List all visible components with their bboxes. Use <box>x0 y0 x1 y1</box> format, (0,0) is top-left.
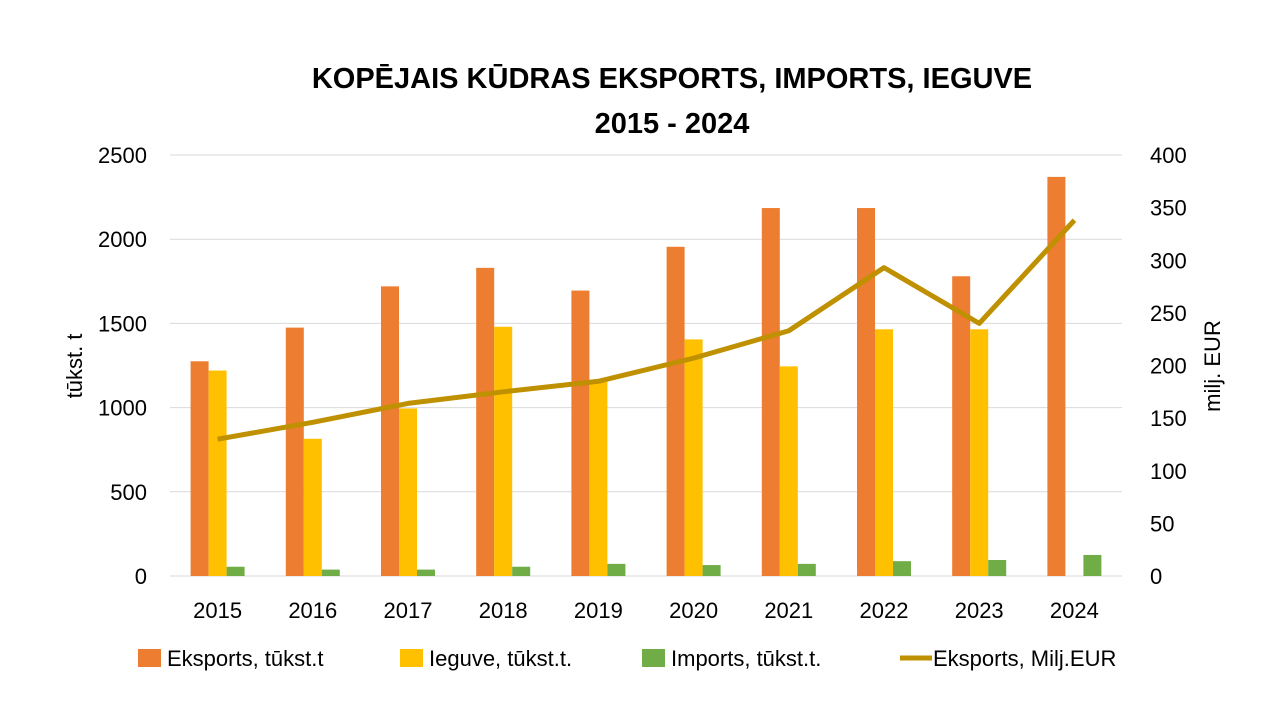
legend-swatch <box>642 649 665 667</box>
x-tick-label: 2020 <box>669 598 718 623</box>
chart-title-line2: 2015 - 2024 <box>595 108 750 140</box>
bar <box>952 276 971 576</box>
bar <box>761 208 780 576</box>
bar <box>797 563 816 576</box>
bar <box>190 361 209 576</box>
x-tick-label: 2022 <box>860 598 909 623</box>
y2-tick-label: 300 <box>1150 248 1187 273</box>
legend-label: Ieguve, tūkst.t. <box>429 646 572 671</box>
bar <box>666 246 685 576</box>
y-tick-label: 500 <box>110 480 147 505</box>
bar <box>970 329 989 576</box>
x-tick-label: 2019 <box>574 598 623 623</box>
line-series <box>217 218 1077 442</box>
bar <box>494 326 513 576</box>
x-tick-label: 2016 <box>288 598 337 623</box>
legend-label: Imports, tūkst.t. <box>671 646 821 671</box>
bar <box>893 561 911 576</box>
right-axis-ticks: 0 50 100 150 200 250 300 350 400 <box>1150 143 1187 589</box>
bar <box>607 563 626 576</box>
y2-axis-title: milj. EUR <box>1200 320 1225 412</box>
bars <box>190 176 1102 576</box>
y2-tick-label: 400 <box>1150 143 1187 168</box>
y-tick-label: 1000 <box>98 396 147 421</box>
x-tick-label: 2018 <box>479 598 528 623</box>
y2-tick-label: 100 <box>1150 459 1187 484</box>
legend: Eksports, tūkst.t Ieguve, tūkst.t. Imports… <box>138 646 1116 671</box>
chart-title-line1: KOPĒJAIS KŪDRAS EKSPORTS, IMPORTS, IEGUV… <box>312 63 1032 95</box>
bar <box>779 366 798 576</box>
bar <box>988 560 1007 576</box>
x-tick-label: 2017 <box>384 598 433 623</box>
y2-tick-label: 350 <box>1150 196 1187 221</box>
x-axis-ticks: 2015 2016 2017 2018 2019 2020 2021 2022 2023 2024 <box>193 598 1099 623</box>
legend-swatch <box>138 649 161 667</box>
x-tick-label: 2023 <box>955 598 1004 623</box>
y-tick-label: 0 <box>135 564 147 589</box>
y-tick-label: 2500 <box>98 143 147 168</box>
x-tick-label: 2021 <box>764 598 813 623</box>
bar <box>285 327 304 576</box>
bar <box>303 438 322 576</box>
bar <box>857 208 875 576</box>
bar <box>417 569 435 576</box>
bar <box>512 566 531 576</box>
y-tick-label: 1500 <box>98 311 147 336</box>
y2-tick-label: 250 <box>1150 301 1187 326</box>
bar <box>702 565 721 576</box>
y-tick-label: 2000 <box>98 227 147 252</box>
bar <box>875 329 893 576</box>
lines <box>217 218 1077 442</box>
bar <box>226 566 245 576</box>
y2-tick-label: 150 <box>1150 406 1187 431</box>
legend-label: Eksports, tūkst.t <box>167 646 324 671</box>
x-tick-label: 2024 <box>1050 598 1099 623</box>
bar <box>1047 176 1066 576</box>
bar <box>476 267 495 576</box>
bar <box>208 370 227 576</box>
x-tick-label: 2015 <box>193 598 242 623</box>
bar <box>1083 554 1102 576</box>
bar <box>589 380 608 576</box>
bar <box>321 569 340 576</box>
y2-tick-label: 200 <box>1150 354 1187 379</box>
bar <box>381 286 399 576</box>
y-axis-title: tūkst. t <box>62 334 87 399</box>
bar <box>684 339 703 576</box>
bar <box>399 408 417 576</box>
y2-tick-label: 0 <box>1150 564 1162 589</box>
y2-tick-label: 50 <box>1150 511 1174 536</box>
bar <box>571 290 590 576</box>
left-axis-ticks: 0 500 1000 1500 2000 2500 <box>98 143 147 589</box>
legend-swatch <box>400 649 423 667</box>
legend-label: Eksports, Milj.EUR <box>933 646 1116 671</box>
